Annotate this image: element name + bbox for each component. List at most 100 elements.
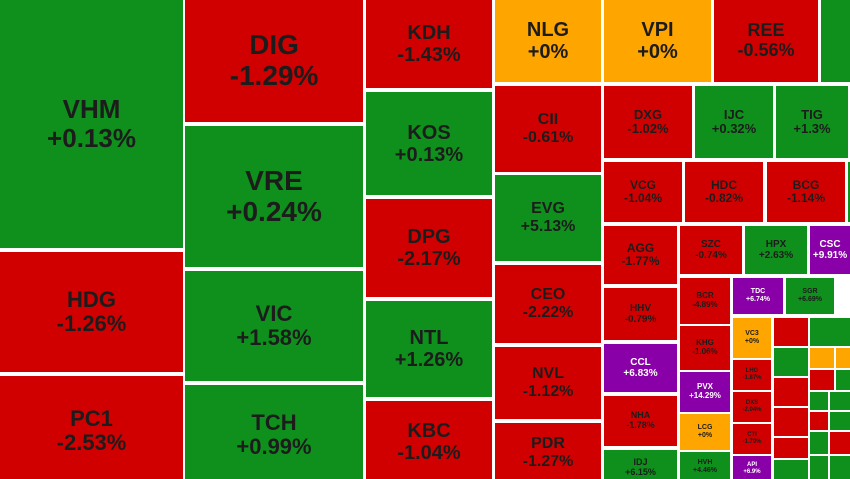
ticker: BCR [696,291,714,301]
change: -0.56% [737,40,795,60]
ticker: VRE [245,164,303,196]
ticker: HVH [697,459,713,467]
change: -2.04% [742,407,762,413]
ticker: TDC [750,288,766,296]
ticker: VC3 [745,330,759,338]
change: +4.46% [693,467,717,474]
ticker: IDJ [633,456,648,467]
tile: KHG -1.06% [680,326,730,370]
tile [774,408,808,436]
change: +14.29% [689,391,721,400]
change: +2.63% [758,250,794,261]
tile: LHG -1.87% [733,360,771,390]
ticker: TIG [801,106,823,122]
tile: HDC -0.82% [685,162,763,222]
tile [774,460,808,479]
tile: CTI -1.79% [733,424,771,454]
change: -1.79% [742,439,762,445]
change: +6.83% [623,368,658,379]
ticker: KBC [407,420,451,442]
tile: VC3 +0% [733,318,771,358]
tile [830,432,850,454]
change: +0% [697,432,713,439]
tile: AGG -1.77% [604,226,677,284]
tile: CCL +6.83% [604,344,677,392]
tile: IJC +0.32% [695,86,773,158]
change: +0.24% [226,195,322,227]
ticker: CEO [530,286,566,304]
change: -1.06% [692,347,718,356]
tile [830,412,850,430]
change: -2.22% [522,304,574,321]
tile: PVX +14.29% [680,372,730,412]
ticker: DXS [745,400,759,407]
ticker: VIC [255,300,293,326]
tile: CII -0.61% [495,86,601,172]
ticker: HDG [67,286,116,312]
tile [810,456,828,479]
change: -1.77% [621,254,660,268]
tile: DIG -1.29% [185,0,363,122]
ticker: LCG [697,424,713,432]
tile [836,370,850,390]
tile: NTL +1.26% [366,301,492,397]
tile [810,432,828,454]
tile: HHV -0.79% [604,288,677,340]
ticker: VCG [629,177,656,192]
tile: REE -0.56% [714,0,818,82]
tile: SZC -0.74% [680,226,742,274]
ticker: REE [747,20,785,41]
tile: VIC +1.58% [185,271,363,381]
tile: TCH +0.99% [185,385,363,479]
ticker: KHG [696,338,714,348]
change: +6.74% [746,296,770,303]
tile: NLG +0% [495,0,601,82]
change: +6.69% [798,296,822,303]
ticker: VPI [641,19,674,41]
tile: DPG -2.17% [366,199,492,297]
tile [810,392,828,410]
change: +0.13% [394,143,464,166]
tile: IDJ +6.15% [604,450,677,479]
change: -1.04% [623,191,663,205]
change: -1.26% [56,311,127,336]
change: +0% [637,41,678,63]
change: +6.15% [625,466,656,477]
ticker: KDH [407,22,451,44]
change: -1.43% [397,44,461,66]
ticker: SZC [701,239,721,250]
tile [830,456,850,479]
tile [774,438,808,458]
change: +0.99% [236,434,312,459]
change: +9.91% [812,250,848,261]
change: -1.87% [742,375,762,381]
tile [774,378,808,406]
change: -1.12% [522,383,574,400]
ticker: VHM [62,94,121,125]
tile: VRE +0.24% [185,126,363,267]
change: +0.13% [47,123,136,153]
change: +0% [744,338,760,345]
ticker: BCG [792,177,820,192]
tile [774,318,808,346]
ticker: LHG [745,368,759,375]
change: -2.17% [397,248,461,270]
tile: VPI +0% [604,0,711,82]
tile [836,348,850,368]
tile: TIG +1.3% [776,86,848,158]
tile [810,412,828,430]
ticker: DIG [249,29,299,61]
tile [821,0,850,82]
change: +0% [527,41,569,63]
ticker: HDC [711,177,737,192]
tile: KBC -1.04% [366,401,492,479]
tile: HVH +4.46% [680,452,730,479]
ticker: SGR [802,288,818,296]
change: -0.74% [695,250,727,261]
ticker: KOS [407,121,451,144]
tile [848,162,850,222]
ticker: HPX [765,239,787,250]
tile: SGR +6.69% [786,278,834,314]
change: -1.04% [397,442,461,464]
